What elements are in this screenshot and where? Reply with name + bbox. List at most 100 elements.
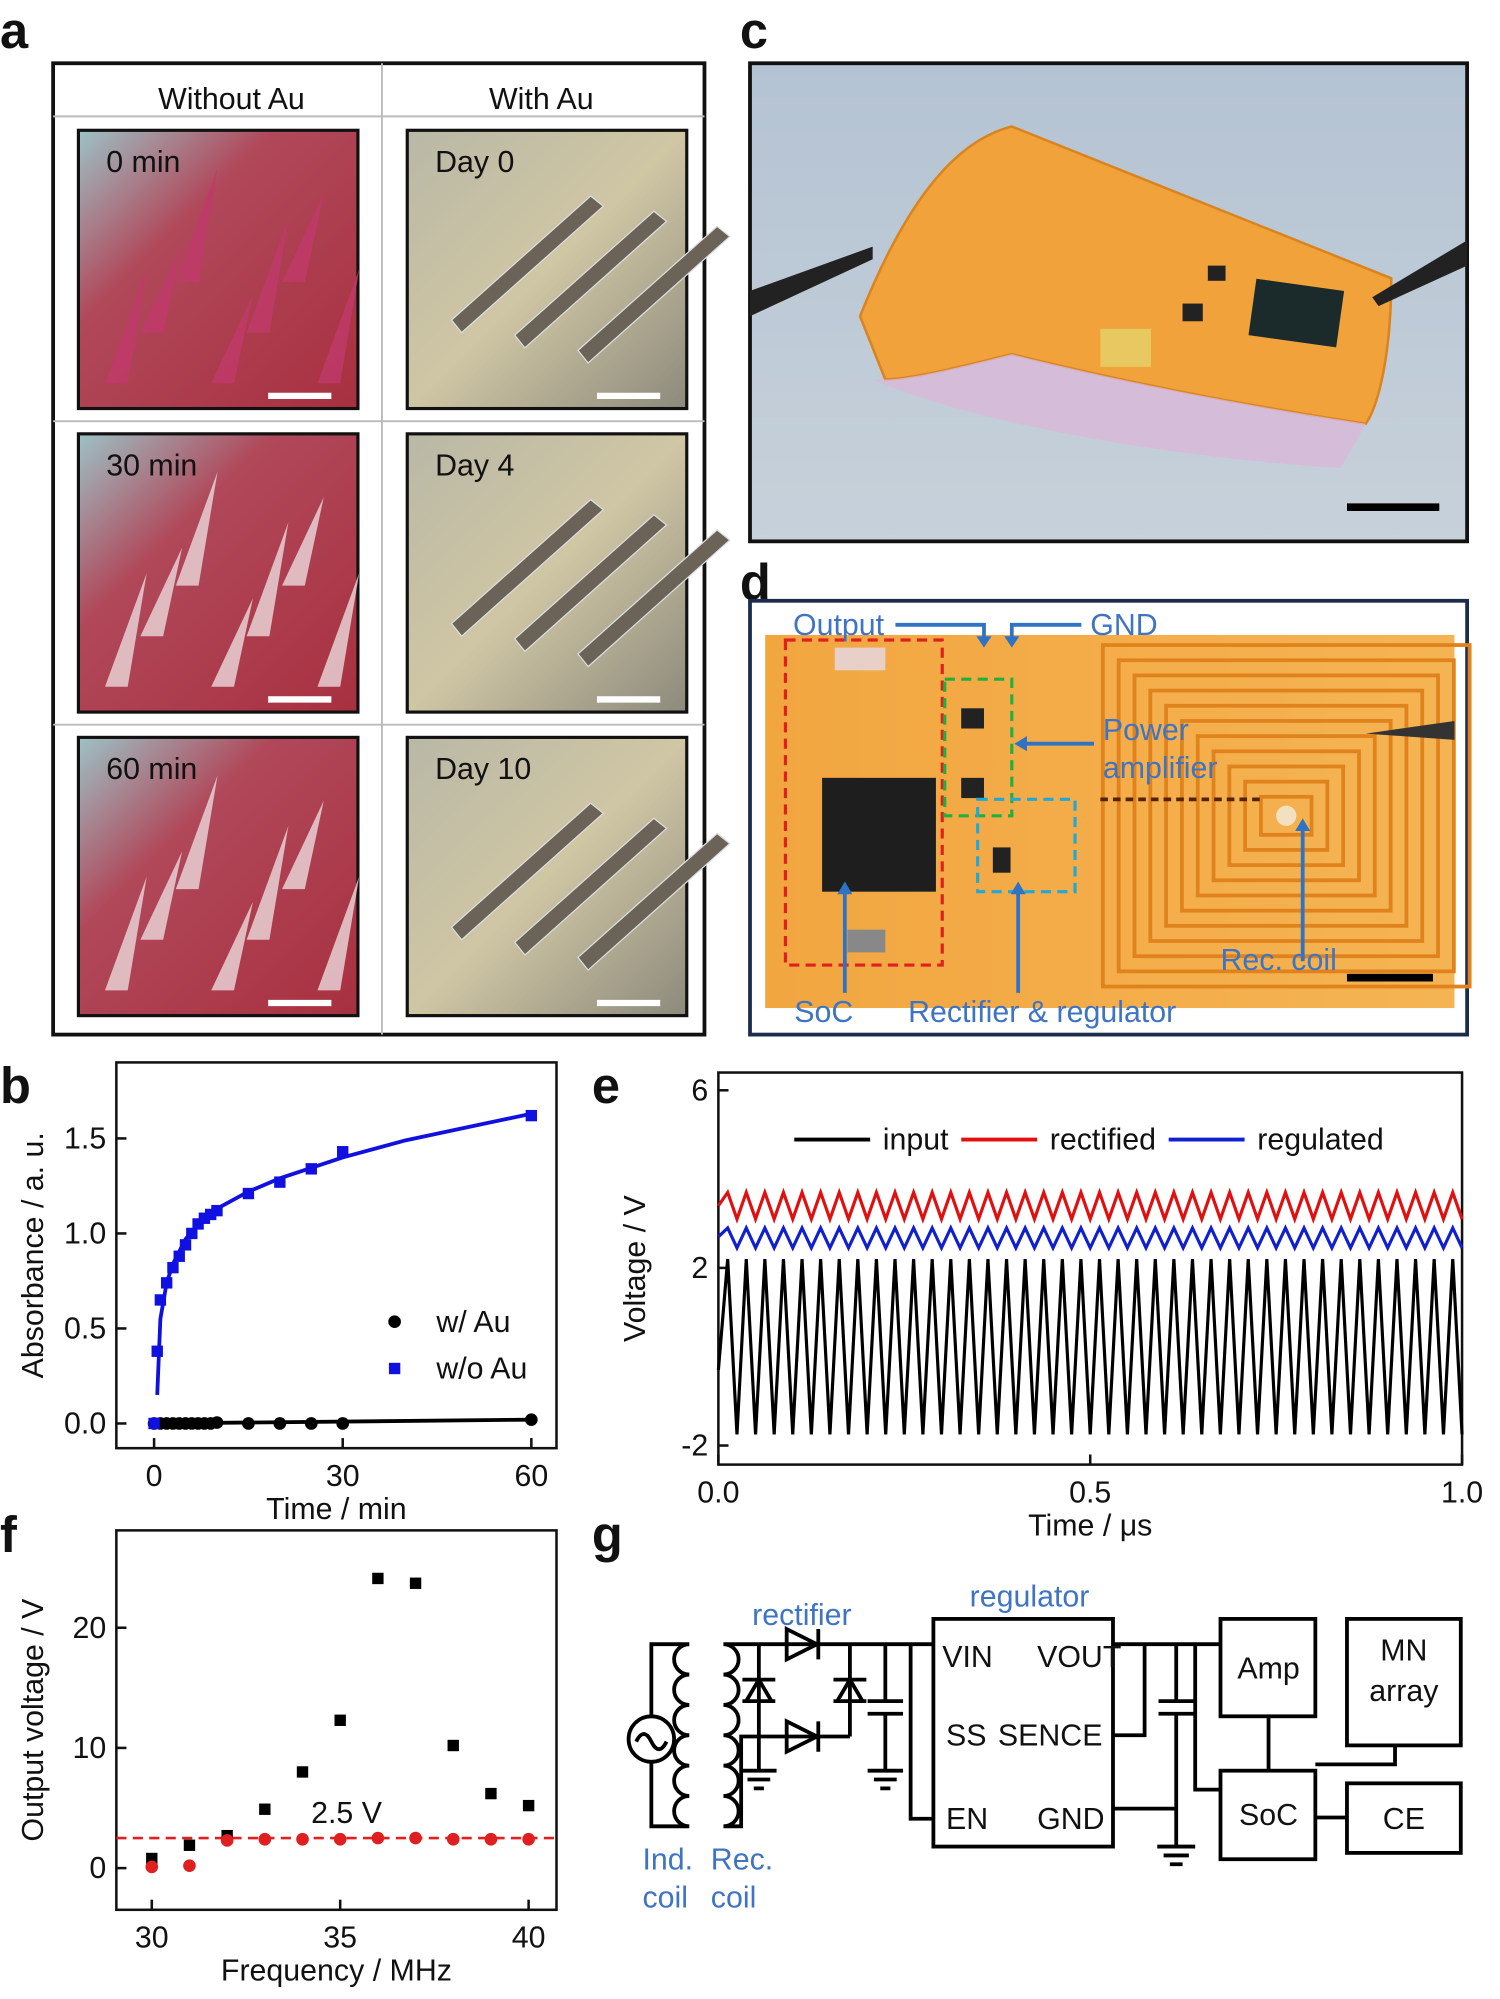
circuit-diagram: rectifier regulator VIN VOUT SS SENCE EN… [626, 1580, 1463, 1914]
point [146, 1852, 158, 1865]
needle [317, 269, 360, 384]
panel-d-photo-part-part [1009, 622, 1082, 639]
coil-turn [1259, 794, 1314, 837]
y-tick-label: 0.5 [64, 1313, 106, 1346]
point [186, 1227, 198, 1240]
point [296, 1832, 309, 1846]
coil-turn [1211, 749, 1361, 883]
pin-label: VIN [942, 1641, 993, 1674]
panel-label: c [740, 2, 768, 59]
needle [282, 193, 324, 283]
point [242, 1417, 255, 1430]
panel-d-photo-part-part [1004, 636, 1020, 648]
chart: 0 30 60 0.0 0.5 1.0 1.5 Time / min Absorbance / … [17, 1061, 558, 1526]
panel-d-photo-part [976, 797, 1077, 894]
needle [317, 572, 360, 687]
circuit-diagram-part [742, 1675, 776, 1704]
coil-turn [1116, 658, 1456, 974]
point [525, 1109, 538, 1122]
legend-swatch [388, 1362, 401, 1375]
point [167, 1261, 179, 1274]
point [336, 1417, 350, 1430]
point [446, 1832, 460, 1846]
needle [246, 218, 289, 333]
needle [104, 572, 147, 687]
coil-label: Ind. [642, 1843, 693, 1876]
column-header: With Au [489, 83, 594, 116]
panel-c-photo-part [1372, 240, 1468, 307]
block-label: array [1369, 1675, 1439, 1708]
coil-turn [1195, 734, 1377, 898]
point [273, 1417, 287, 1430]
panel-label: f [0, 1506, 17, 1563]
circuit-diagram-part [833, 1675, 867, 1704]
x-axis-label: Frequency / MHz [221, 1955, 452, 1988]
needle [577, 225, 731, 364]
circuit-diagram-part [741, 1768, 777, 1791]
needle [450, 498, 605, 638]
y-tick-label: 10 [72, 1732, 106, 1765]
circuit-diagram-part [723, 1642, 759, 1829]
block-label: rectifier [752, 1599, 851, 1632]
panel-d-photo-part [1100, 643, 1472, 989]
photo-label: GND [1090, 609, 1157, 642]
panel-c-photo [748, 61, 1470, 544]
point [145, 1860, 159, 1874]
reference-label: 2.5 V [311, 1797, 383, 1830]
panel-c-photo-part [750, 246, 873, 317]
point [372, 1572, 384, 1585]
panel-d-photo-part [847, 929, 886, 953]
panel-d-photo-part-part [1295, 818, 1311, 831]
y-tick-label: -2 [681, 1430, 708, 1463]
block-label: MN [1380, 1635, 1427, 1668]
photo [405, 735, 689, 1018]
point [333, 1832, 347, 1846]
point [409, 1831, 422, 1845]
panel-label: g [592, 1506, 623, 1563]
photo-label: 60 min [106, 753, 197, 786]
needle [175, 775, 218, 890]
y-tick-label: 2 [691, 1252, 708, 1285]
panel-d-photo: Output GND Power amplifier Rec. coil SoC… [748, 598, 1472, 1037]
y-axis-label: Output voltage / V [17, 1598, 50, 1842]
point [211, 1204, 223, 1217]
y-tick-label: 0.0 [64, 1408, 106, 1441]
needle [513, 817, 668, 956]
panel-d-photo-part [822, 777, 936, 892]
panel-d-photo-part-part [976, 636, 992, 648]
circuit-diagram-part [634, 1732, 669, 1752]
panel-d-photo-part-part [895, 622, 986, 639]
point [485, 1787, 497, 1800]
coil-turn [1100, 643, 1472, 989]
needle [577, 529, 731, 668]
block-label: Amp [1237, 1652, 1299, 1685]
legend-swatch [388, 1315, 401, 1329]
panel-label: b [0, 1057, 31, 1114]
pin-label: EN [946, 1803, 988, 1836]
pin-label: SS [946, 1719, 986, 1752]
point [409, 1577, 422, 1589]
x-tick-label: 30 [326, 1460, 360, 1493]
x-tick-label: 0.0 [697, 1477, 739, 1510]
point [484, 1832, 498, 1846]
point [154, 1294, 167, 1306]
x-tick-label: 40 [512, 1922, 546, 1955]
x-axis-label: Time / μs [1028, 1509, 1152, 1542]
circuit-diagram-part [1112, 1642, 1221, 1847]
needle [513, 210, 668, 349]
column-header: Without Au [158, 83, 305, 116]
needle [450, 802, 605, 941]
coil-label: coil [711, 1881, 757, 1914]
x-tick-label: 35 [323, 1922, 357, 1955]
point [210, 1416, 224, 1429]
point [220, 1834, 234, 1847]
legend-label: rectified [1050, 1124, 1156, 1157]
pin-label: SENCE [998, 1719, 1103, 1752]
needle [211, 598, 253, 687]
photo-label: Rec. coil [1220, 944, 1336, 977]
panel-a: Without Au With Au 0 min Day 0 30 min Day 4… [51, 61, 731, 1037]
panel-label: a [0, 2, 29, 59]
y-axis-label: Absorbance / a. u. [17, 1132, 50, 1378]
point [305, 1163, 317, 1175]
circuit-diagram-part [1157, 1844, 1196, 1867]
